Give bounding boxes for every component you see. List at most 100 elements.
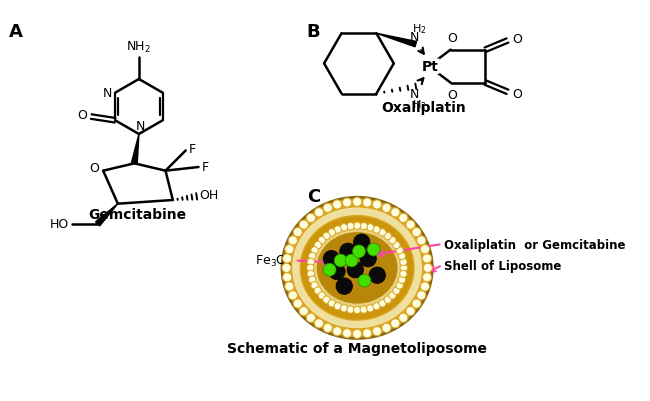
- Text: F: F: [188, 143, 196, 156]
- Ellipse shape: [291, 207, 423, 330]
- Circle shape: [341, 224, 348, 231]
- Circle shape: [358, 275, 371, 288]
- Circle shape: [285, 245, 294, 254]
- Circle shape: [323, 233, 330, 240]
- Circle shape: [311, 247, 318, 254]
- Circle shape: [417, 236, 426, 245]
- Circle shape: [363, 329, 372, 338]
- Circle shape: [398, 253, 406, 260]
- Circle shape: [367, 305, 374, 312]
- Text: Oxaliplatin  or Gemcitabine: Oxaliplatin or Gemcitabine: [444, 238, 626, 251]
- Circle shape: [341, 305, 348, 312]
- Polygon shape: [96, 204, 118, 226]
- Circle shape: [333, 200, 342, 210]
- Circle shape: [363, 198, 372, 208]
- Circle shape: [314, 287, 322, 295]
- Text: Shell of Liposome: Shell of Liposome: [444, 259, 562, 272]
- Circle shape: [323, 263, 336, 276]
- Circle shape: [391, 208, 400, 217]
- Ellipse shape: [300, 216, 414, 320]
- Circle shape: [307, 265, 314, 272]
- Circle shape: [400, 259, 407, 266]
- Circle shape: [323, 251, 340, 267]
- Text: Pt: Pt: [422, 60, 439, 74]
- Text: A: A: [8, 23, 23, 41]
- Circle shape: [352, 330, 361, 338]
- Circle shape: [398, 313, 408, 322]
- Circle shape: [400, 265, 408, 272]
- Circle shape: [354, 223, 361, 230]
- Circle shape: [360, 251, 376, 267]
- Circle shape: [384, 233, 391, 240]
- Circle shape: [315, 208, 324, 217]
- Circle shape: [299, 307, 308, 316]
- Ellipse shape: [307, 223, 407, 313]
- Circle shape: [306, 313, 315, 322]
- Circle shape: [309, 276, 316, 284]
- Circle shape: [354, 234, 370, 251]
- Circle shape: [283, 273, 292, 282]
- Circle shape: [389, 292, 396, 300]
- Circle shape: [406, 221, 415, 230]
- Circle shape: [334, 303, 341, 310]
- Text: Gemcitabine: Gemcitabine: [88, 207, 186, 221]
- Text: HO: HO: [50, 218, 70, 231]
- Circle shape: [347, 223, 354, 230]
- Circle shape: [422, 273, 432, 282]
- Circle shape: [329, 263, 345, 280]
- Circle shape: [334, 226, 341, 233]
- Circle shape: [318, 292, 326, 300]
- Circle shape: [283, 254, 292, 263]
- Circle shape: [412, 299, 421, 308]
- Circle shape: [293, 228, 302, 237]
- Circle shape: [421, 282, 430, 291]
- Circle shape: [293, 299, 302, 308]
- Text: O: O: [512, 88, 522, 101]
- Circle shape: [314, 242, 322, 249]
- Ellipse shape: [282, 198, 432, 338]
- Circle shape: [379, 229, 386, 237]
- Text: H$_2$: H$_2$: [412, 98, 427, 112]
- Circle shape: [347, 306, 354, 314]
- Circle shape: [315, 319, 324, 328]
- Circle shape: [400, 271, 407, 278]
- Circle shape: [307, 271, 315, 278]
- Circle shape: [282, 263, 291, 273]
- Text: F: F: [202, 161, 209, 174]
- Circle shape: [343, 329, 352, 338]
- Circle shape: [396, 282, 403, 289]
- Text: NH$_2$: NH$_2$: [126, 40, 151, 55]
- Circle shape: [379, 300, 386, 307]
- Circle shape: [373, 303, 380, 310]
- Circle shape: [372, 200, 382, 210]
- Circle shape: [289, 291, 298, 300]
- Circle shape: [412, 228, 421, 237]
- Circle shape: [369, 267, 385, 284]
- Circle shape: [391, 319, 400, 328]
- Circle shape: [389, 237, 396, 244]
- Text: N: N: [410, 88, 419, 101]
- Circle shape: [360, 223, 367, 230]
- Text: O: O: [90, 162, 99, 175]
- Circle shape: [417, 291, 426, 300]
- Text: N: N: [103, 87, 112, 100]
- Circle shape: [367, 224, 374, 231]
- Polygon shape: [376, 34, 417, 48]
- Circle shape: [398, 214, 408, 223]
- Circle shape: [340, 243, 356, 260]
- Text: N: N: [136, 120, 146, 133]
- Text: C: C: [307, 188, 320, 206]
- Text: B: B: [307, 23, 320, 41]
- Circle shape: [367, 243, 380, 256]
- Circle shape: [336, 278, 352, 295]
- Polygon shape: [131, 135, 139, 164]
- Circle shape: [354, 307, 361, 314]
- Circle shape: [343, 198, 352, 208]
- Circle shape: [318, 237, 326, 244]
- Circle shape: [373, 226, 380, 233]
- Circle shape: [406, 307, 415, 316]
- Circle shape: [382, 204, 391, 213]
- Circle shape: [328, 300, 335, 307]
- Circle shape: [285, 282, 294, 291]
- Circle shape: [393, 242, 400, 249]
